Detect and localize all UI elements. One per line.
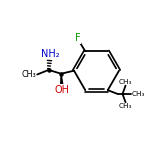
Text: CH₃: CH₃ bbox=[132, 91, 145, 97]
Polygon shape bbox=[61, 74, 63, 87]
Text: OH: OH bbox=[54, 85, 69, 95]
Text: CH₃: CH₃ bbox=[119, 79, 133, 85]
Text: CH₃: CH₃ bbox=[22, 70, 36, 79]
Text: F: F bbox=[75, 33, 81, 43]
Text: CH₃: CH₃ bbox=[119, 103, 133, 109]
Text: NH₂: NH₂ bbox=[41, 48, 59, 59]
